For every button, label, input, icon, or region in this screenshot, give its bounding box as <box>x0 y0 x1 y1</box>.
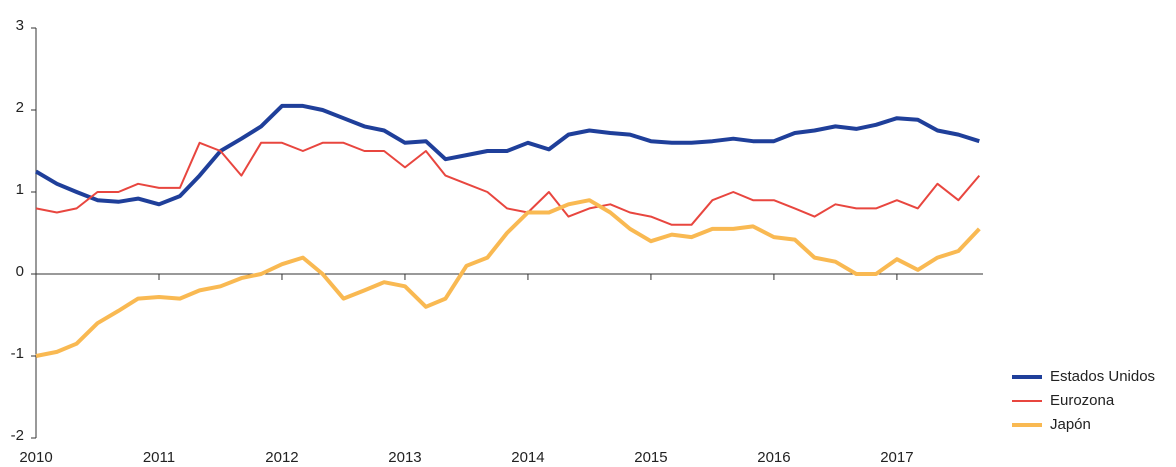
legend-label: Japón <box>1050 416 1091 433</box>
series-line <box>35 198 981 358</box>
legend-label: Estados Unidos <box>1050 368 1155 385</box>
series-line <box>35 141 981 226</box>
y-tick-label: 2 <box>16 99 24 116</box>
y-tick-label: 1 <box>16 181 24 198</box>
series-line <box>34 103 980 207</box>
x-tick-label: 2011 <box>143 449 175 466</box>
x-tick-label: 2015 <box>634 449 667 466</box>
x-tick-label: 2014 <box>511 449 544 466</box>
x-tick-label: 2013 <box>388 449 421 466</box>
x-tick-label: 2012 <box>265 449 298 466</box>
x-tick-label: 2016 <box>757 449 790 466</box>
x-tick-label: 2010 <box>19 449 52 466</box>
y-tick-label: -2 <box>11 427 24 444</box>
y-tick-label: 3 <box>16 17 24 34</box>
x-tick-label: 2017 <box>880 449 913 466</box>
y-tick-label: -1 <box>11 345 24 362</box>
legend-label: Eurozona <box>1050 392 1115 409</box>
y-tick-label: 0 <box>16 263 24 280</box>
